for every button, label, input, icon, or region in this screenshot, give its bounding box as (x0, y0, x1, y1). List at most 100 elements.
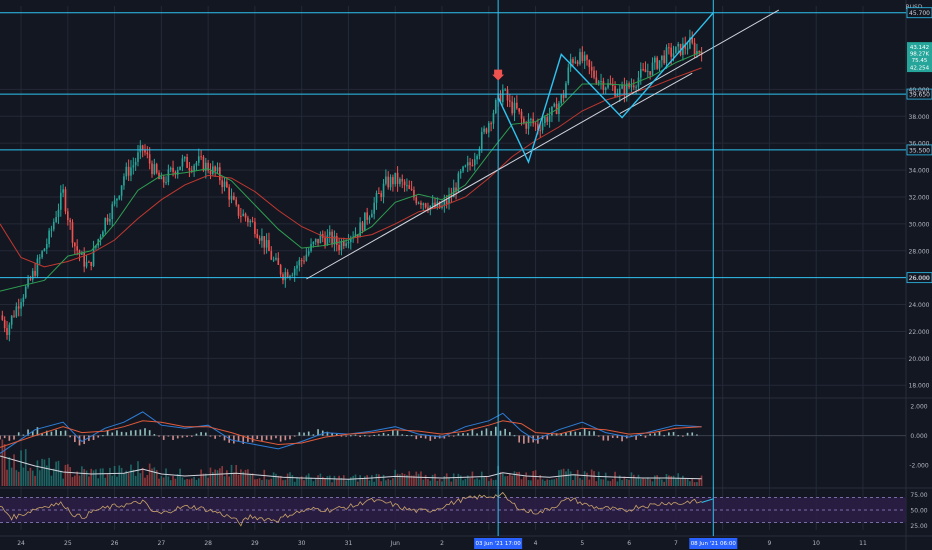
macd-histogram-bar (574, 431, 577, 436)
volume-bar (331, 482, 333, 486)
volume-bar (485, 476, 488, 486)
volume-bar (120, 467, 123, 486)
price-tick-label: 34.000 (909, 168, 930, 175)
macd-histogram-bar (639, 435, 642, 437)
candle-body (324, 237, 326, 246)
candle-body (654, 57, 656, 63)
candle-body (476, 155, 478, 160)
candle-body (265, 240, 268, 248)
candle-body (392, 177, 394, 185)
volume-bar (24, 449, 27, 486)
candle-body (665, 47, 668, 64)
rsi-badge-label: 75.45 (912, 58, 928, 64)
macd-histogram-bar (195, 433, 198, 436)
volume-bar (443, 476, 446, 486)
volume-bar (686, 479, 689, 486)
macd-histogram-bar (293, 435, 296, 437)
volume-bar (141, 467, 144, 486)
macd-histogram-bar (88, 435, 90, 441)
macd-tick-label: -2.000 (909, 463, 929, 470)
time-marker-label: 03 Jun '21 17:00 (476, 541, 522, 547)
candle-body (583, 55, 586, 62)
macd-histogram-bar (247, 435, 249, 442)
volume-bar (569, 471, 572, 486)
candle-body (366, 212, 368, 220)
macd-histogram-bar (261, 435, 263, 441)
candle-body (116, 198, 118, 201)
volume-bar (642, 478, 644, 486)
volume-bar (689, 481, 691, 486)
volume-bar (588, 479, 591, 486)
volume-bar (558, 470, 560, 486)
candle-body (349, 237, 352, 242)
macd-histogram-bar (696, 434, 698, 436)
candle-body (52, 221, 55, 230)
time-tick-label: 9 (768, 540, 772, 547)
volume-bar (506, 476, 509, 486)
volume-bar (244, 469, 247, 486)
volume-bar (427, 479, 429, 486)
level-label-box (906, 7, 932, 19)
rsi-tick-label: 75.00 (910, 492, 927, 499)
candle-body (614, 86, 616, 97)
volume-bar (604, 472, 607, 486)
candle-body (420, 202, 422, 205)
drawings[interactable] (0, 0, 906, 536)
macd-histogram-bar (452, 435, 455, 437)
macd-histogram-bar (307, 431, 310, 436)
volume-bar (36, 460, 39, 486)
macd-histogram-bar (513, 435, 516, 437)
level-label-box (906, 272, 932, 284)
volume-bar (375, 473, 378, 486)
candle-body (57, 209, 60, 217)
volume-bar (261, 480, 263, 486)
volume-bar (448, 477, 450, 486)
macd-histogram-bar (214, 435, 216, 439)
candle-body (464, 165, 467, 167)
volume-bar (366, 475, 368, 486)
macd-histogram-bar (345, 435, 347, 437)
candle-body (389, 177, 392, 188)
volume-bar (181, 477, 184, 486)
volume-bar (169, 480, 172, 486)
candle-body (478, 148, 481, 156)
volume-bar (71, 477, 74, 486)
macd-histogram-bar (153, 434, 156, 436)
volume-bar (328, 475, 331, 486)
volume-bar (249, 473, 252, 486)
macd-histogram-bar (509, 432, 511, 436)
volume-bar (338, 475, 340, 486)
macd-histogram-bar (364, 435, 366, 437)
candle-body (162, 176, 165, 183)
projection-zigzag (497, 12, 714, 164)
time-tick-label: 26 (111, 540, 119, 547)
candle-body (663, 55, 666, 64)
macd-histogram-bar (275, 435, 277, 439)
macd-histogram-bar (396, 430, 399, 436)
volume-bar (576, 469, 579, 486)
candle-body (537, 124, 539, 131)
ma-price-badge (907, 62, 932, 73)
candle-body (233, 195, 235, 200)
volume-bar (532, 471, 535, 486)
candle-body (347, 241, 350, 244)
volume-bar (539, 475, 542, 486)
volume-bar (501, 473, 504, 486)
time-tick-label: 10 (812, 540, 820, 547)
volume-bar (646, 477, 649, 486)
volume-bar (289, 472, 291, 486)
candle-body (560, 95, 563, 104)
candle-body (642, 69, 644, 71)
macd-histogram-bar (691, 432, 694, 436)
volume-bar (233, 472, 235, 486)
volume-bar (523, 476, 525, 486)
volume-bar (551, 479, 553, 486)
volume-bar (67, 464, 69, 486)
volume-bar (92, 470, 95, 486)
volume-bar (214, 469, 216, 486)
candle-body (195, 162, 198, 166)
candle-body (29, 278, 32, 280)
macd-histogram-bar (420, 435, 422, 438)
macd-histogram-bar (401, 434, 404, 436)
